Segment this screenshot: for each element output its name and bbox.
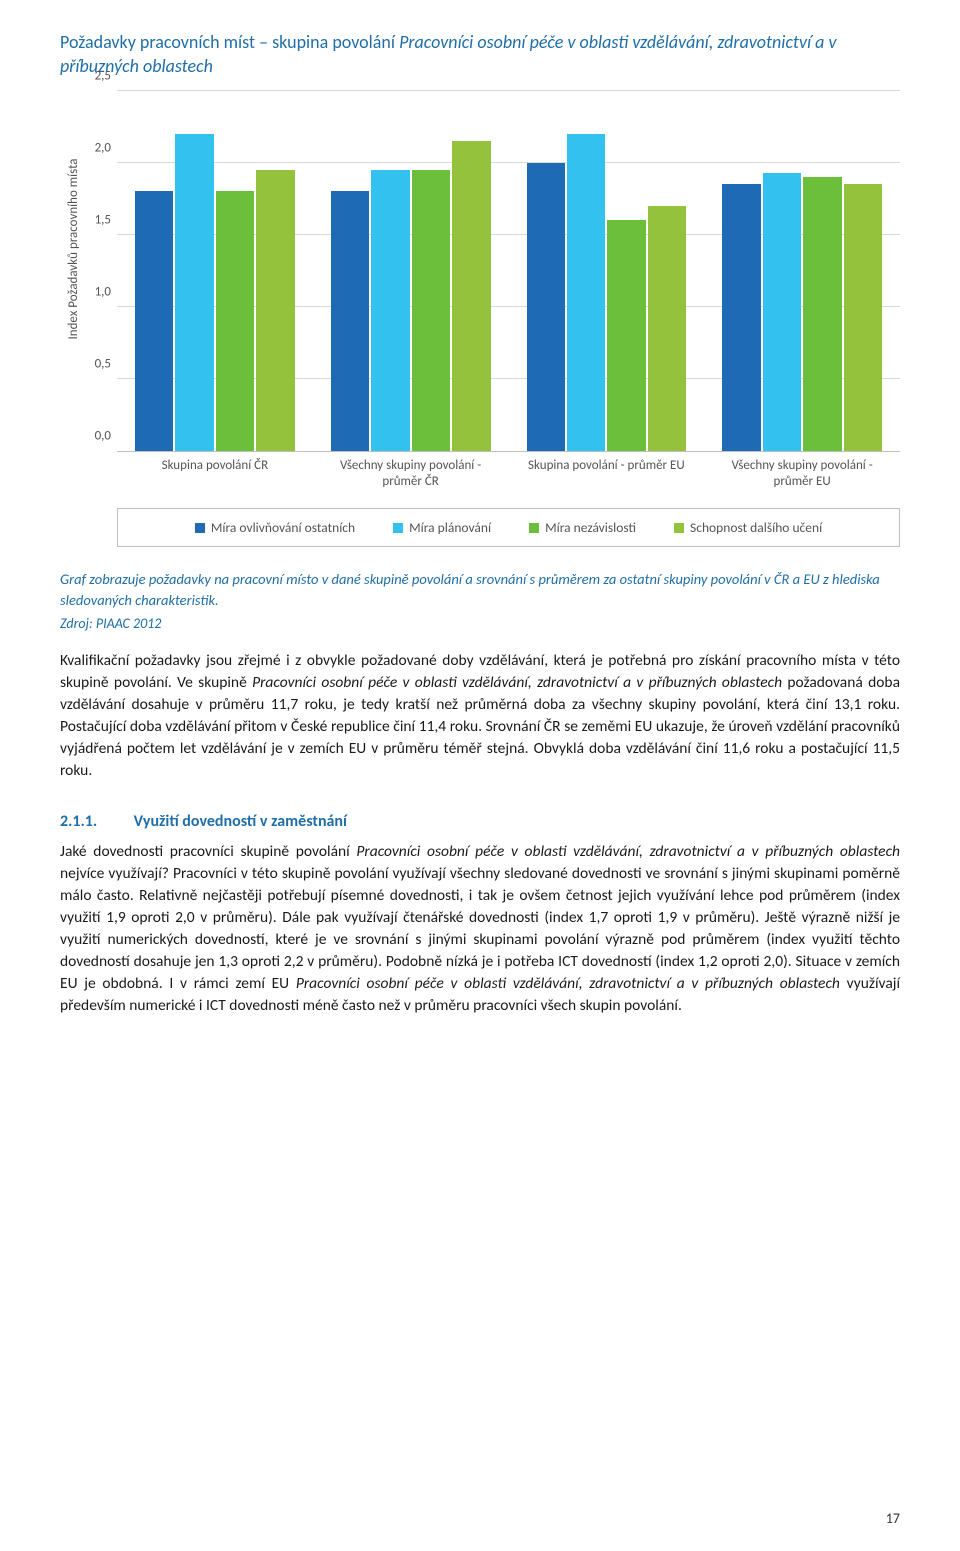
- bar: [648, 206, 686, 451]
- section-heading: 2.1.1. Využití dovedností v zaměstnání: [60, 812, 900, 831]
- bar-group: [117, 91, 313, 451]
- bar: [412, 170, 450, 451]
- y-axis-label: Index Požadavků pracovního místa: [60, 91, 81, 548]
- page-number: 17: [886, 1510, 900, 1527]
- chart-caption: Graf zobrazuje požadavky na pracovní mís…: [60, 569, 900, 611]
- x-tick-label: Všechny skupiny povolání - průměr EU: [704, 458, 900, 491]
- para2-italic-1: Pracovníci osobní péče v oblasti vzděláv…: [356, 842, 900, 861]
- y-tick-label: 0,0: [81, 428, 111, 443]
- bar: [371, 170, 409, 451]
- para2-text-a: Jaké dovednosti pracovníci skupině povol…: [60, 842, 356, 861]
- y-tick-label: 0,5: [81, 356, 111, 371]
- bar-groups: [117, 91, 900, 451]
- x-tick-label: Skupina povolání - průměr EU: [509, 458, 705, 491]
- legend-label: Míra plánování: [409, 519, 491, 536]
- chart: Index Požadavků pracovního místa 0,00,51…: [60, 91, 900, 548]
- bar: [175, 134, 213, 451]
- y-tick-label: 1,0: [81, 284, 111, 299]
- bar: [763, 173, 801, 451]
- legend-swatch: [529, 523, 539, 533]
- section-number: 2.1.1.: [60, 812, 130, 831]
- x-tick-label: Skupina povolání ČR: [117, 458, 313, 491]
- y-tick-label: 1,5: [81, 212, 111, 227]
- legend-item: Schopnost dalšího učení: [674, 519, 822, 536]
- para1-italic: Pracovníci osobní péče v oblasti vzděláv…: [252, 673, 782, 692]
- bar: [452, 141, 490, 451]
- chart-plot-area: 0,00,51,01,52,02,5: [117, 91, 900, 452]
- bar: [844, 184, 882, 450]
- legend-item: Míra ovlivňování ostatních: [195, 519, 355, 536]
- legend-label: Míra ovlivňování ostatních: [211, 519, 355, 536]
- chart-title-plain: Požadavky pracovních míst – skupina povo…: [60, 31, 399, 53]
- bar: [803, 177, 841, 451]
- paragraph-2: Jaké dovednosti pracovníci skupině povol…: [60, 841, 900, 1017]
- x-axis-ticks: Skupina povolání ČRVšechny skupiny povol…: [117, 458, 900, 491]
- legend-label: Míra nezávislosti: [545, 519, 636, 536]
- legend-item: Míra nezávislosti: [529, 519, 636, 536]
- bar-group: [704, 91, 900, 451]
- bar: [216, 191, 254, 450]
- bar: [135, 191, 173, 450]
- chart-title: Požadavky pracovních míst – skupina povo…: [60, 30, 900, 79]
- para2-italic-2: Pracovníci osobní péče v oblasti vzděláv…: [296, 974, 840, 993]
- y-tick-label: 2,5: [81, 68, 111, 83]
- bar: [256, 170, 294, 451]
- legend-swatch: [393, 523, 403, 533]
- legend-label: Schopnost dalšího učení: [690, 519, 822, 536]
- bar-group: [509, 91, 705, 451]
- bar-group: [313, 91, 509, 451]
- bar: [722, 184, 760, 450]
- x-tick-label: Všechny skupiny povolání - průměr ČR: [313, 458, 509, 491]
- section-title: Využití dovedností v zaměstnání: [134, 812, 347, 831]
- bar: [331, 191, 369, 450]
- legend-swatch: [195, 523, 205, 533]
- bar: [567, 134, 605, 451]
- legend-item: Míra plánování: [393, 519, 491, 536]
- bar: [527, 163, 565, 451]
- chart-legend: Míra ovlivňování ostatních Míra plánování…: [117, 508, 900, 547]
- legend-swatch: [674, 523, 684, 533]
- y-tick-label: 2,0: [81, 140, 111, 155]
- bar: [607, 220, 645, 450]
- paragraph-1: Kvalifikační požadavky jsou zřejmé i z o…: [60, 650, 900, 782]
- chart-source: Zdroj: PIAAC 2012: [60, 615, 900, 632]
